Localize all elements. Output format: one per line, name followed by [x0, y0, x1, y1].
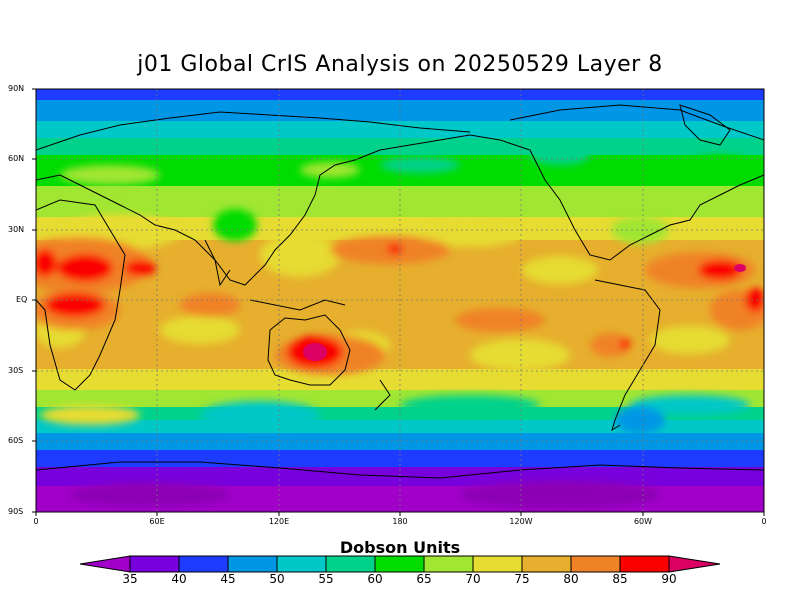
colorbar-label-60: 60	[367, 572, 383, 586]
colorbar	[79, 555, 721, 573]
colorbar-box-4	[325, 555, 376, 573]
colorbar-box-6	[423, 555, 474, 573]
colorbar-box-7	[472, 555, 523, 573]
colorbar-label-50: 50	[269, 572, 285, 586]
colorbar-box-5	[374, 555, 425, 573]
colorbar-box-9	[570, 555, 621, 573]
ozone-field	[36, 89, 764, 512]
colorbar-label-40: 40	[171, 572, 187, 586]
lat-label-60n: 60N	[8, 154, 25, 163]
lat-label-eq: EQ	[16, 295, 28, 304]
colorbar-box-0	[129, 555, 180, 573]
lat-label-90n: 90N	[8, 84, 25, 93]
colorbar-label-35: 35	[122, 572, 138, 586]
colorbar-box-1	[178, 555, 229, 573]
coastlines	[36, 104, 764, 479]
colorbar-min-arrow	[79, 555, 131, 573]
colorbar-box-10	[619, 555, 670, 573]
lat-label-60s: 60S	[8, 436, 24, 445]
lon-label-0-west: 0	[33, 517, 39, 526]
colorbar-label-45: 45	[220, 572, 236, 586]
colorbar-label-55: 55	[318, 572, 334, 586]
colorbar-max-arrow	[668, 555, 721, 573]
lon-label-180: 180	[392, 517, 408, 526]
colorbar-box-2	[227, 555, 278, 573]
colorbar-label-75: 75	[514, 572, 530, 586]
colorbar-label-70: 70	[465, 572, 481, 586]
colorbar-label-65: 65	[416, 572, 432, 586]
lat-label-30s: 30S	[8, 366, 24, 375]
tick-marks	[32, 88, 765, 516]
colorbar-label-85: 85	[612, 572, 628, 586]
colorbar-label-80: 80	[563, 572, 579, 586]
lat-label-90s: 90S	[8, 507, 24, 516]
lon-label-60e: 60E	[149, 517, 165, 526]
lon-label-120w: 120W	[509, 517, 533, 526]
grid-lines	[36, 89, 764, 512]
lat-label-30n: 30N	[8, 225, 25, 234]
colorbar-box-8	[521, 555, 572, 573]
lon-label-120e: 120E	[268, 517, 290, 526]
colorbar-title: Dobson Units	[339, 538, 461, 557]
lon-label-60w: 60W	[633, 517, 653, 526]
lon-label-0-east: 0	[761, 517, 767, 526]
colorbar-box-3	[276, 555, 327, 573]
map-title: j01 Global CrIS Analysis on 20250529 Lay…	[137, 52, 663, 77]
colorbar-label-90: 90	[661, 572, 677, 586]
